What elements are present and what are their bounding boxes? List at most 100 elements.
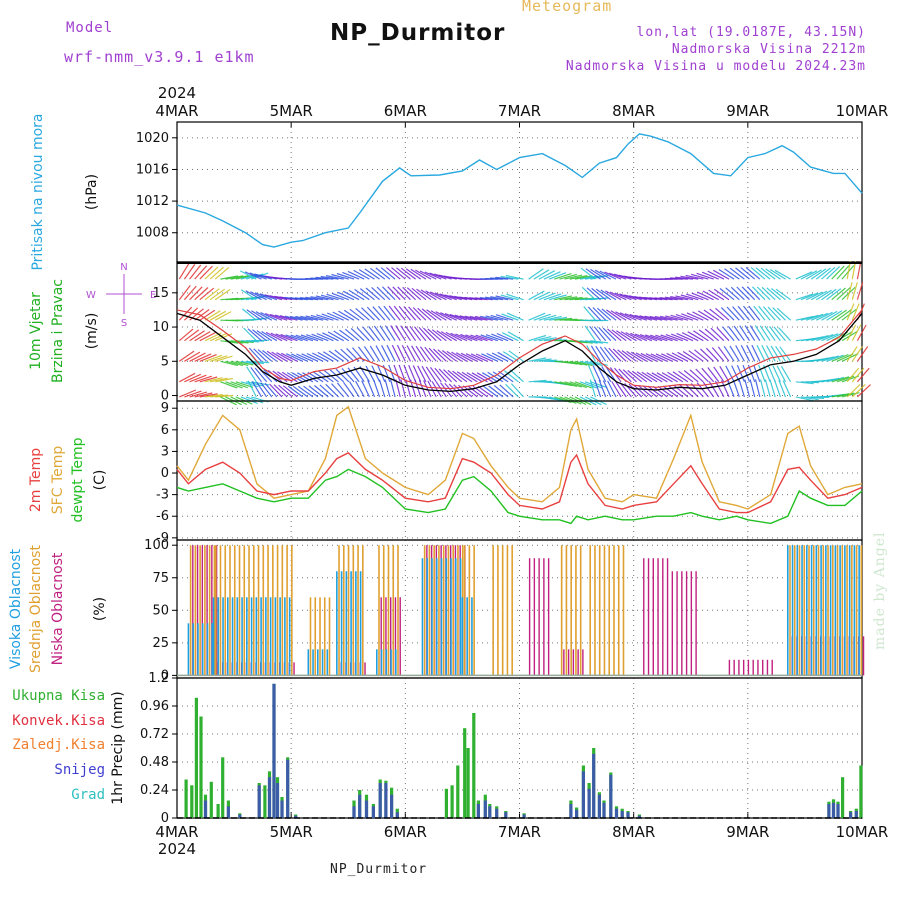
precip-ytick-label: 0.48: [140, 755, 169, 770]
wind-arrow: [495, 314, 514, 321]
wind-arrow: [579, 340, 598, 344]
wind-arrow: [639, 334, 658, 342]
wind-arrow: [579, 381, 598, 389]
wind-arrow: [629, 313, 647, 321]
wind-arrow: [454, 314, 473, 321]
wind-arrow: [361, 380, 370, 398]
wind-arrow: [384, 325, 396, 342]
year-label-top: 2024: [158, 84, 196, 102]
wind-arrow: [680, 294, 699, 301]
wind-arrow: [619, 293, 637, 301]
wind-arrow: [391, 344, 401, 362]
wind-arrow: [595, 288, 612, 301]
temperature-ytick-label: -6: [156, 509, 169, 524]
wind-arrow: [373, 325, 386, 342]
wind-arrow: [451, 351, 468, 362]
wind-arrow: [214, 311, 232, 321]
wind-arrow: [691, 292, 709, 301]
wind-arrow: [416, 288, 432, 301]
wind-arrow: [811, 335, 829, 342]
wind-arrow: [528, 334, 547, 342]
wind-arrow: [590, 345, 602, 362]
wind-arrow: [406, 287, 422, 301]
wind-arrow: [487, 371, 504, 383]
precip-bars: [184, 683, 863, 818]
wind-arrow: [666, 352, 684, 362]
wind-arrow: [434, 292, 452, 301]
wind-arrow: [336, 272, 355, 280]
wind-arrow: [533, 358, 552, 362]
wind-arrow: [384, 379, 391, 398]
wind-arrow: [671, 352, 689, 362]
wind-arrow: [856, 261, 862, 280]
wind-arrow: [583, 306, 596, 321]
wind-arrow: [591, 287, 607, 301]
wind-arrow: [763, 306, 776, 321]
wind-arrow: [851, 383, 866, 398]
wind-arrow: [745, 267, 761, 280]
wind-arrow: [740, 345, 751, 362]
wind-arrow: [440, 331, 458, 342]
wind-arrow: [767, 306, 781, 321]
wind-arrow: [470, 334, 488, 342]
precip-total-bar: [463, 728, 467, 818]
wind-arrow: [439, 293, 457, 301]
wind-arrow: [701, 271, 719, 280]
wind-ylabel-1: 10m Vjetar: [28, 292, 44, 370]
wind-arrow: [364, 268, 380, 280]
wind-arrow: [289, 315, 308, 321]
wind-arrow: [644, 315, 663, 321]
wind-arrow: [358, 269, 375, 280]
precip-snow-bar: [575, 809, 579, 818]
wind-arrow: [308, 385, 324, 398]
wind-arrow: [366, 306, 381, 321]
wind-arrow: [627, 370, 643, 383]
wind-arrow: [269, 313, 288, 321]
wind-arrow: [684, 383, 699, 398]
wind-arrow: [836, 331, 853, 342]
wind-arrow: [400, 379, 406, 398]
wind-arrow: [393, 364, 401, 383]
wind-arrow: [415, 269, 432, 280]
wind-arrow: [746, 286, 761, 301]
wind-arrow: [661, 372, 678, 383]
wind-arrow: [326, 312, 344, 321]
wind-arrow: [675, 314, 694, 321]
wind-arrow: [449, 313, 468, 321]
wind-arrow: [795, 293, 814, 301]
compass-north-label: N: [120, 262, 127, 273]
wind-arrow: [639, 315, 658, 321]
wind-arrow: [393, 305, 406, 321]
wind-arrow: [329, 369, 345, 383]
wind-arrow: [549, 294, 567, 301]
precip-total-bar: [184, 779, 188, 818]
wind-arrow: [533, 313, 551, 321]
precip-snow-bar: [849, 812, 853, 818]
wind-arrow: [662, 385, 678, 398]
wind-arrow: [254, 367, 268, 383]
wind-arrow: [443, 369, 458, 383]
wind-arrow: [295, 315, 314, 321]
wind-arrow: [445, 331, 463, 342]
wind-arrow: [502, 332, 519, 342]
model-name: wrf-nmm_v3.9.1 e1km: [64, 48, 255, 66]
wind-arrow: [618, 368, 632, 383]
wind-arrow: [736, 286, 750, 301]
wind-arrow: [322, 332, 339, 342]
wind-arrow: [339, 329, 355, 342]
wind-arrow: [826, 354, 844, 362]
time-label-bottom: 4MAR: [155, 823, 198, 841]
wind-arrow: [406, 345, 417, 362]
wind-arrow: [310, 314, 329, 321]
wind-arrow: [362, 326, 375, 342]
wind-arrow: [735, 345, 745, 362]
wind-arrow: [425, 290, 442, 301]
wind-arrow: [836, 392, 855, 398]
wind-arrow: [444, 313, 463, 321]
wind-arrow: [320, 294, 339, 301]
wind-arrow: [474, 315, 493, 321]
wind-arrow: [661, 353, 678, 362]
wind-arrow: [509, 369, 524, 383]
wind-arrow: [528, 357, 547, 362]
wind-arrow: [645, 353, 663, 362]
